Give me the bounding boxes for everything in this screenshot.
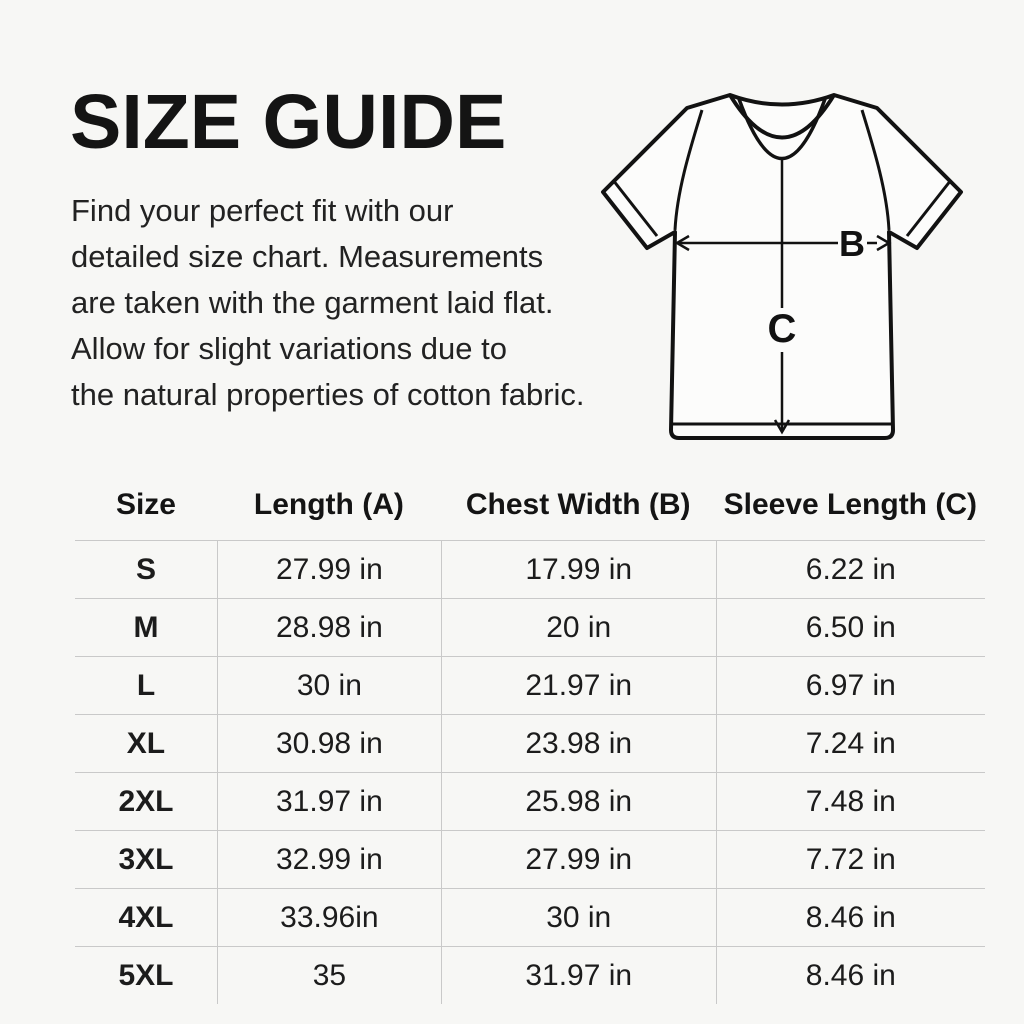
cell-size: M <box>133 610 159 644</box>
description-line: Find your perfect fit with our <box>71 193 454 228</box>
right-cuff-line <box>905 179 953 237</box>
table-row: M 28.98 in 20 in 6.50 in <box>75 598 985 656</box>
cell-chest: 17.99 in <box>440 541 716 598</box>
table-row: 4XL 33.96in 30 in 8.46 in <box>75 888 985 946</box>
cell-length: 32.99 in <box>216 831 441 888</box>
cell-sleeve: 6.22 in <box>715 541 985 598</box>
length-arrow <box>773 158 791 435</box>
description-line: the natural properties of cotton fabric. <box>71 377 585 412</box>
cell-sleeve: 8.46 in <box>715 889 985 946</box>
size-table: Size Length (A) Chest Width (B) Sleeve L… <box>75 470 985 1004</box>
cell-sleeve: 6.97 in <box>715 657 985 714</box>
chest-width-label: B <box>839 223 865 264</box>
header-chest: Chest Width (B) <box>465 488 691 521</box>
cell-size: 4XL <box>118 900 174 934</box>
cell-sleeve: 7.48 in <box>715 773 985 830</box>
table-row: XL 30.98 in 23.98 in 7.24 in <box>75 714 985 772</box>
cell-sleeve: 6.50 in <box>715 599 985 656</box>
cell-chest: 23.98 in <box>440 715 716 772</box>
cell-length: 31.97 in <box>216 773 441 830</box>
collar-outer-line <box>728 93 836 140</box>
cell-sleeve: 8.46 in <box>715 947 985 1004</box>
table-row: L 30 in 21.97 in 6.97 in <box>75 656 985 714</box>
cell-size: XL <box>126 726 166 760</box>
table-header-row: Size Length (A) Chest Width (B) Sleeve L… <box>75 470 985 540</box>
description-line: Allow for slight variations due to <box>71 331 507 366</box>
cell-length: 28.98 in <box>216 599 441 656</box>
cell-chest: 20 in <box>440 599 716 656</box>
header-length: Length (A) <box>253 488 404 521</box>
table-row: S 27.99 in 17.99 in 6.22 in <box>75 540 985 598</box>
table-row: 5XL 35 31.97 in 8.46 in <box>75 946 985 1004</box>
cell-chest: 30 in <box>440 889 716 946</box>
cell-chest: 31.97 in <box>440 947 716 1004</box>
cell-length: 35 <box>216 947 441 1004</box>
cell-sleeve: 7.24 in <box>715 715 985 772</box>
table-row: 2XL 31.97 in 25.98 in 7.48 in <box>75 772 985 830</box>
chest-width-arrow <box>674 234 892 252</box>
cell-chest: 27.99 in <box>440 831 716 888</box>
cell-sleeve: 7.72 in <box>715 831 985 888</box>
table-row: 3XL 32.99 in 27.99 in 7.72 in <box>75 830 985 888</box>
cell-length: 33.96in <box>216 889 441 946</box>
cell-size: 3XL <box>118 842 174 876</box>
cell-size: S <box>135 552 156 586</box>
description: Find your perfect fit with our detailed … <box>71 188 585 418</box>
cell-size: 2XL <box>118 784 174 818</box>
cell-length: 30 in <box>216 657 441 714</box>
tshirt-measurement-diagram: B C <box>601 93 963 440</box>
header-size: Size <box>115 488 176 521</box>
cell-size: L <box>136 668 156 702</box>
cell-size: 5XL <box>118 958 174 992</box>
header-sleeve: Sleeve Length (C) <box>723 488 977 521</box>
right-sleeve-seam <box>860 109 891 231</box>
description-line: are taken with the garment laid flat. <box>71 285 554 320</box>
left-sleeve-seam <box>673 109 704 231</box>
cell-length: 30.98 in <box>216 715 441 772</box>
cell-chest: 25.98 in <box>440 773 716 830</box>
page-title: SIZE GUIDE <box>70 79 507 165</box>
cell-chest: 21.97 in <box>440 657 716 714</box>
description-line: detailed size chart. Measurements <box>71 239 544 274</box>
cell-length: 27.99 in <box>216 541 441 598</box>
length-label: C <box>768 307 797 351</box>
left-cuff-line <box>611 179 659 237</box>
